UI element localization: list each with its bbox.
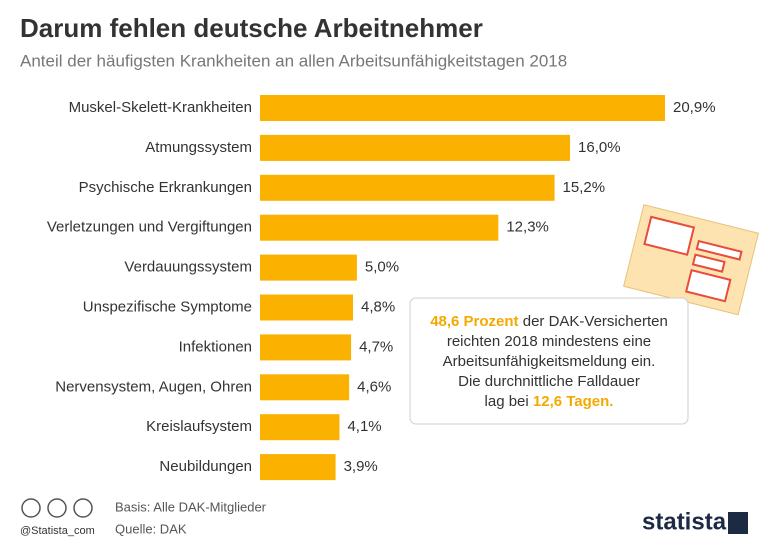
- category-label: Verdauungssystem: [124, 259, 252, 276]
- category-label: Neubildungen: [159, 458, 252, 475]
- annotation-part: Arbeitsunfähigkeitsmeldung ein.: [443, 353, 656, 370]
- annotation-part: Die durchnittliche Falldauer: [458, 373, 640, 390]
- annotation-part: 48,6 Prozent: [430, 313, 518, 330]
- value-label: 4,8%: [361, 298, 395, 315]
- category-label: Verletzungen und Vergiftungen: [47, 219, 252, 236]
- annotation-line: 48,6 Prozent der DAK-Versicherten: [430, 313, 668, 330]
- category-label: Psychische Erkrankungen: [79, 179, 252, 196]
- category-label: Unspezifische Symptome: [83, 298, 252, 315]
- category-label: Nervensystem, Augen, Ohren: [55, 378, 252, 395]
- bar: [260, 334, 352, 361]
- annotation-line: Die durchnittliche Falldauer: [458, 373, 640, 390]
- value-label: 16,0%: [578, 139, 621, 156]
- bar: [260, 294, 354, 321]
- value-label: 15,2%: [563, 179, 606, 196]
- chart-title: Darum fehlen deutsche Arbeitnehmer: [20, 13, 483, 43]
- bar: [260, 214, 499, 241]
- cc-icons: [21, 498, 93, 518]
- bar: [260, 374, 350, 401]
- annotation-part: lag bei: [485, 393, 533, 410]
- bar: [260, 134, 571, 161]
- annotation-line: reichten 2018 mindestens eine: [447, 333, 651, 350]
- annotation-part: 12,6 Tagen.: [533, 393, 614, 410]
- category-label: Muskel-Skelett-Krankheiten: [69, 99, 252, 116]
- value-label: 4,1%: [347, 418, 381, 435]
- source: Quelle: DAK: [115, 521, 187, 536]
- value-label: 5,0%: [365, 259, 399, 276]
- chart-subtitle: Anteil der häufigsten Krankheiten an all…: [20, 51, 567, 70]
- value-label: 4,6%: [357, 378, 391, 395]
- value-label: 3,9%: [344, 458, 378, 475]
- category-label: Atmungssystem: [145, 139, 252, 156]
- envelope-illustration: [623, 204, 760, 316]
- brand-icon: [728, 512, 748, 534]
- bar: [260, 95, 665, 121]
- annotation-line: Arbeitsunfähigkeitsmeldung ein.: [443, 353, 656, 370]
- category-label: Kreislaufsystem: [146, 418, 252, 435]
- bar: [260, 414, 340, 441]
- annotation-part: der DAK-Versicherten: [519, 313, 668, 330]
- annotation-box: [409, 297, 689, 425]
- basis: Basis: Alle DAK-Mitglieder: [115, 499, 267, 514]
- category-label: Infektionen: [179, 338, 252, 355]
- bar: [260, 254, 357, 281]
- bar: [260, 454, 336, 481]
- bar: [260, 174, 555, 201]
- value-label: 12,3%: [506, 219, 549, 236]
- annotation-line: lag bei 12,6 Tagen.: [485, 393, 614, 410]
- annotation-part: reichten 2018 mindestens eine: [447, 333, 651, 350]
- value-label: 20,9%: [673, 99, 716, 116]
- value-label: 4,7%: [359, 338, 393, 355]
- brand: statista: [642, 508, 727, 535]
- handle: @Statista_com: [20, 525, 95, 537]
